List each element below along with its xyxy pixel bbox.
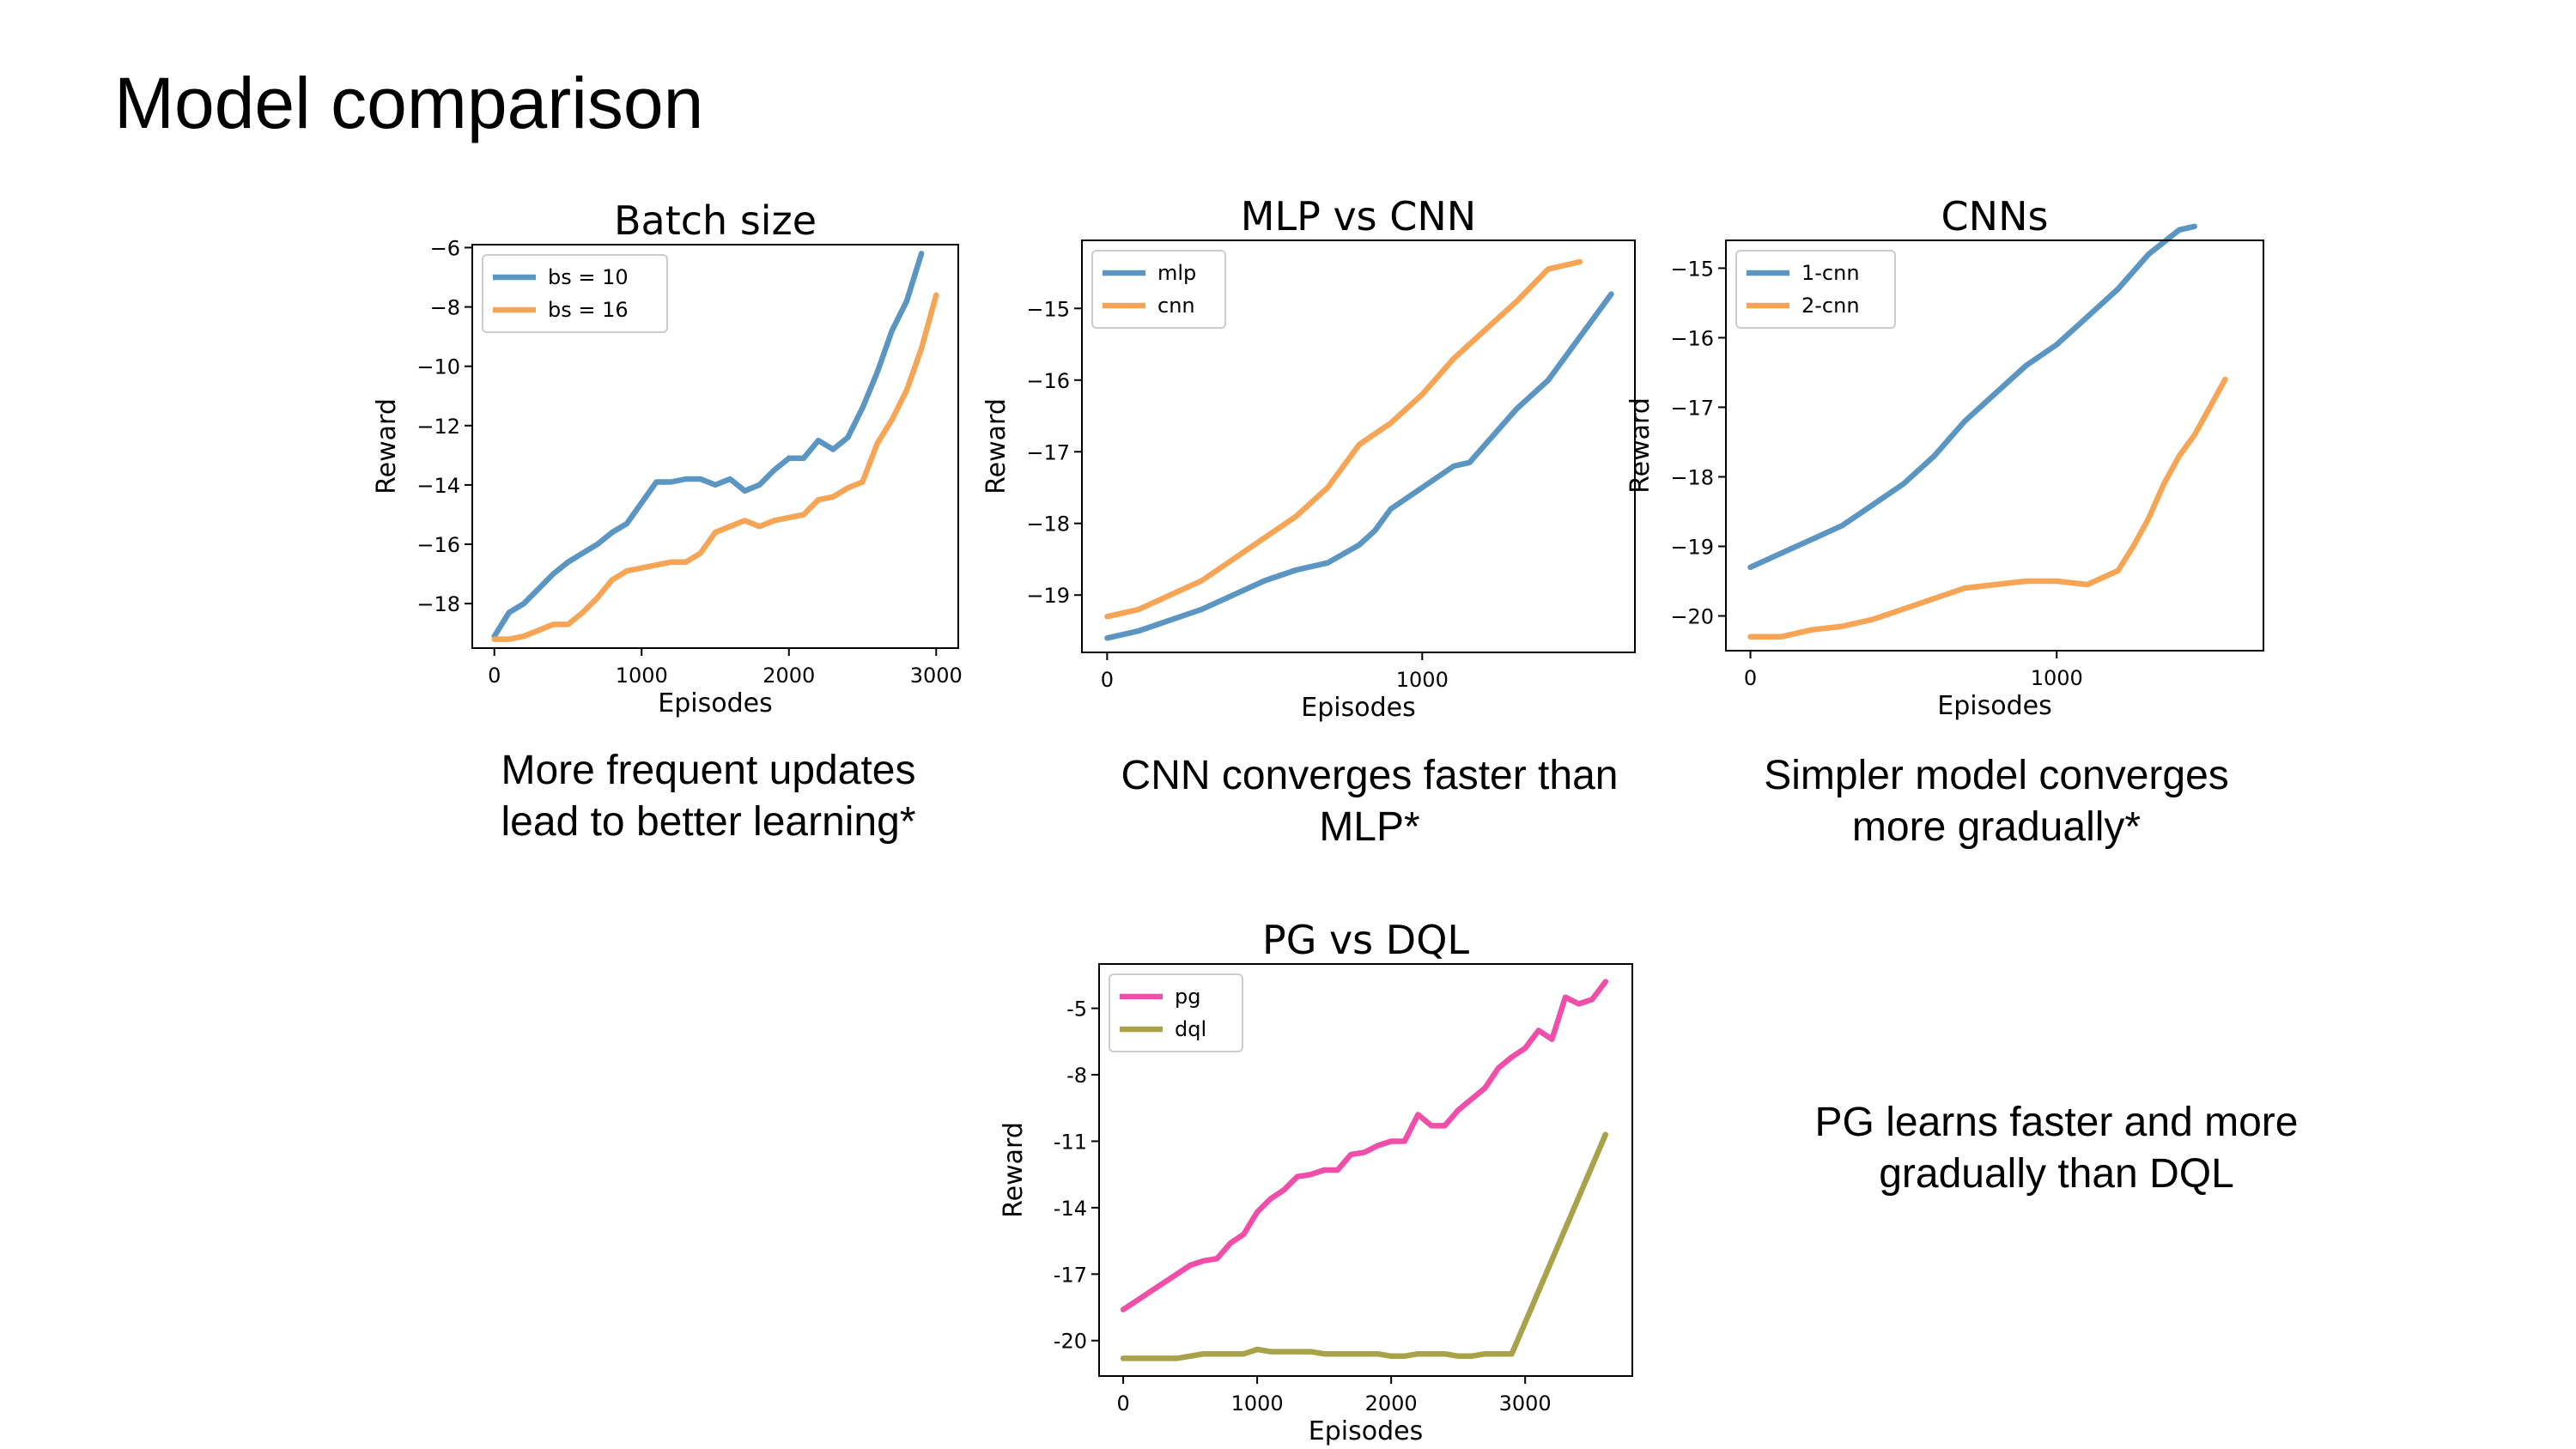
x-tick-label: 0 xyxy=(1116,1391,1129,1416)
plot-frame xyxy=(1098,963,1633,1377)
x-tick-label: 1000 xyxy=(1396,668,1449,692)
legend-label-pg: pg xyxy=(1175,985,1200,1009)
y-axis-label: Reward xyxy=(1625,397,1656,494)
slide-title: Model comparison xyxy=(114,63,704,143)
y-tick-label: −16 xyxy=(416,533,460,557)
chart-title: Batch size xyxy=(614,197,817,244)
plot-frame xyxy=(1081,239,1636,653)
y-tick-label: −19 xyxy=(1026,584,1070,608)
legend-box xyxy=(1109,973,1243,1052)
y-tick-label: −12 xyxy=(416,415,460,439)
x-tick-label: 1000 xyxy=(616,664,668,688)
x-axis-label: Episodes xyxy=(1937,691,2051,721)
plot-frame xyxy=(1725,239,2264,652)
x-tick-label: 0 xyxy=(1744,666,1757,690)
x-tick-label: 0 xyxy=(1101,668,1114,692)
x-tick-label: 1000 xyxy=(2031,666,2083,690)
chart-title: PG vs DQL xyxy=(1262,917,1469,963)
caption-cnns: Simpler model converges more gradually* xyxy=(1764,753,2229,850)
y-tick-label: −20 xyxy=(1670,604,1714,628)
y-tick-label: -20 xyxy=(1054,1330,1087,1354)
y-tick-label: −17 xyxy=(1670,396,1714,420)
y-tick-label: −18 xyxy=(416,592,460,616)
series-line-cnn xyxy=(1104,258,1583,620)
legend-box xyxy=(482,254,668,333)
legend-label-mlp: mlp xyxy=(1157,261,1196,285)
chart-cnns: CNNs 0 1000 −20 −19 −18 −17 −16 −15 Episodes Rewar… xyxy=(1625,193,2264,721)
y-tick-label: −17 xyxy=(1026,440,1070,464)
x-tick-label: 1000 xyxy=(1231,1391,1284,1416)
x-axis-label: Episodes xyxy=(658,688,772,718)
legend-label-dql: dql xyxy=(1175,1017,1206,1041)
chart-batch-size: Batch size 0 1000 2000 3000 −18 −16 −14 −12 −10 −8… xyxy=(372,197,963,718)
series-line-pg xyxy=(1120,979,1609,1313)
legend-label-1-cnn: 1-cnn xyxy=(1801,261,1860,285)
chart-pg-vs-dql: PG vs DQL 0 1000 2000 3000 -20 -17 -14 -11 -8 -5 Ep… xyxy=(999,917,1633,1446)
chart-title: MLP vs CNN xyxy=(1241,193,1476,239)
y-tick-label: −18 xyxy=(1670,465,1714,489)
x-tick-label: 0 xyxy=(488,664,501,688)
series-line-mlp xyxy=(1104,291,1614,641)
x-tick-label: 2000 xyxy=(1365,1391,1418,1416)
x-axis-label: Episodes xyxy=(1301,693,1415,723)
y-tick-label: -8 xyxy=(1066,1064,1087,1088)
y-tick-label: −14 xyxy=(416,474,460,498)
series-line-1-cnn xyxy=(1747,223,2197,571)
y-tick-label: −19 xyxy=(1670,535,1714,559)
y-tick-label: −16 xyxy=(1026,369,1070,393)
caption-pg-vs-dql: PG learns faster and more gradually than… xyxy=(1814,1100,2299,1197)
caption-batch-size: More frequent updates lead to better lea… xyxy=(501,748,916,845)
y-tick-label: -11 xyxy=(1054,1130,1087,1154)
legend-box xyxy=(1735,250,1896,329)
y-tick-label: −18 xyxy=(1026,512,1070,537)
y-tick-label: -17 xyxy=(1054,1263,1087,1287)
legend-label-cnn: cnn xyxy=(1157,294,1195,318)
series-line-2-cnn xyxy=(1747,376,2228,640)
chart-mlp-vs-cnn: MLP vs CNN 0 1000 −19 −18 −17 −16 −15 Episodes Re… xyxy=(981,193,1636,723)
y-tick-label: −8 xyxy=(430,296,460,320)
x-axis-label: Episodes xyxy=(1309,1416,1423,1446)
legend-label-bs-16: bs = 16 xyxy=(548,298,629,322)
legend-label-2-cnn: 2-cnn xyxy=(1801,294,1860,318)
x-tick-label: 3000 xyxy=(1499,1391,1552,1416)
y-axis-label: Reward xyxy=(981,398,1012,494)
x-tick-label: 3000 xyxy=(910,664,963,688)
y-tick-label: -14 xyxy=(1054,1197,1087,1221)
series-line-bs-16 xyxy=(491,292,939,642)
y-axis-label: Reward xyxy=(999,1122,1029,1218)
y-tick-label: −15 xyxy=(1026,297,1070,321)
caption-mlp-vs-cnn: CNN converges faster than MLP* xyxy=(1121,753,1619,850)
legend-label-bs-10: bs = 10 xyxy=(548,265,629,289)
x-tick-label: 2000 xyxy=(762,664,815,688)
legend-box xyxy=(1091,250,1226,329)
y-tick-label: −6 xyxy=(430,236,460,260)
plot-frame xyxy=(471,244,959,649)
y-tick-label: −10 xyxy=(416,355,460,379)
series-line-dql xyxy=(1120,1131,1609,1361)
chart-title: CNNs xyxy=(1941,193,2049,239)
y-axis-label: Reward xyxy=(372,398,402,494)
y-tick-label: −16 xyxy=(1670,326,1714,350)
series-line-bs-10 xyxy=(491,251,925,640)
y-tick-label: −15 xyxy=(1670,257,1714,281)
y-tick-label: -5 xyxy=(1066,997,1087,1022)
